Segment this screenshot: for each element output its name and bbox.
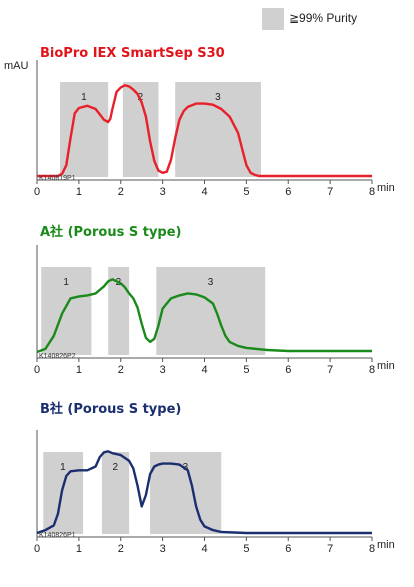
chromatogram-trace: [36, 278, 372, 354]
fraction-region: [43, 452, 84, 534]
x-axis-label: min: [377, 182, 395, 194]
x-tick-label: 4: [202, 364, 208, 376]
x-tick-label: 5: [243, 364, 249, 376]
x-tick-label: 2: [118, 186, 124, 198]
x-tick-label: 8: [369, 186, 375, 198]
x-tick-label: 4: [202, 543, 208, 555]
x-tick-label: 1: [76, 543, 82, 555]
x-tick-label: 8: [369, 364, 375, 376]
fraction-label: 2: [113, 462, 119, 473]
x-tick-label: 8: [369, 543, 375, 555]
x-tick-label: 0: [34, 186, 40, 198]
x-tick-label: 7: [327, 543, 333, 555]
chromatogram-trace: [36, 450, 372, 535]
x-tick-label: 6: [285, 364, 291, 376]
sample-id: K140826P2: [39, 353, 76, 360]
x-tick-label: 4: [202, 186, 208, 198]
x-axis-label: min: [377, 360, 395, 372]
x-tick-label: 5: [243, 186, 249, 198]
x-tick-label: 1: [76, 364, 82, 376]
fraction-label: 1: [63, 277, 69, 288]
fraction-label: 2: [138, 92, 144, 103]
fraction-label: 1: [81, 92, 87, 103]
y-axis-label: mAU: [4, 60, 29, 72]
fraction-label: 1: [60, 462, 66, 473]
x-tick-label: 6: [285, 543, 291, 555]
fraction-region: [156, 267, 266, 355]
legend-swatch: [262, 8, 284, 30]
chromatogram-trace: [37, 84, 372, 178]
x-tick-label: 2: [118, 543, 124, 555]
fraction-label: 3: [215, 92, 221, 103]
x-tick-label: 0: [34, 543, 40, 555]
chart-title: A社 (Porous S type): [40, 224, 182, 240]
x-tick-label: 1: [76, 186, 82, 198]
fraction-label: 3: [208, 277, 214, 288]
x-tick-label: 2: [118, 364, 124, 376]
x-tick-label: 3: [160, 543, 166, 555]
fraction-region: [150, 452, 222, 534]
fraction-region: [101, 452, 130, 534]
legend: ≧99% Purity: [262, 8, 402, 30]
x-tick-label: 3: [160, 364, 166, 376]
chart-title: B社 (Porous S type): [40, 401, 181, 417]
x-tick-label: 7: [327, 186, 333, 198]
x-tick-label: 0: [34, 364, 40, 376]
x-axis-label: min: [377, 539, 395, 551]
x-tick-label: 5: [243, 543, 249, 555]
x-tick-label: 6: [285, 186, 291, 198]
sample-id: K140826P1: [39, 532, 76, 539]
fraction-region: [175, 82, 262, 177]
fraction-region: [108, 267, 130, 355]
chart-title: BioPro IEX SmartSep S30: [40, 46, 225, 61]
sample-id: K140819P1: [39, 175, 76, 182]
legend-label: ≧99% Purity: [289, 11, 358, 25]
x-tick-label: 7: [327, 364, 333, 376]
x-tick-label: 3: [160, 186, 166, 198]
